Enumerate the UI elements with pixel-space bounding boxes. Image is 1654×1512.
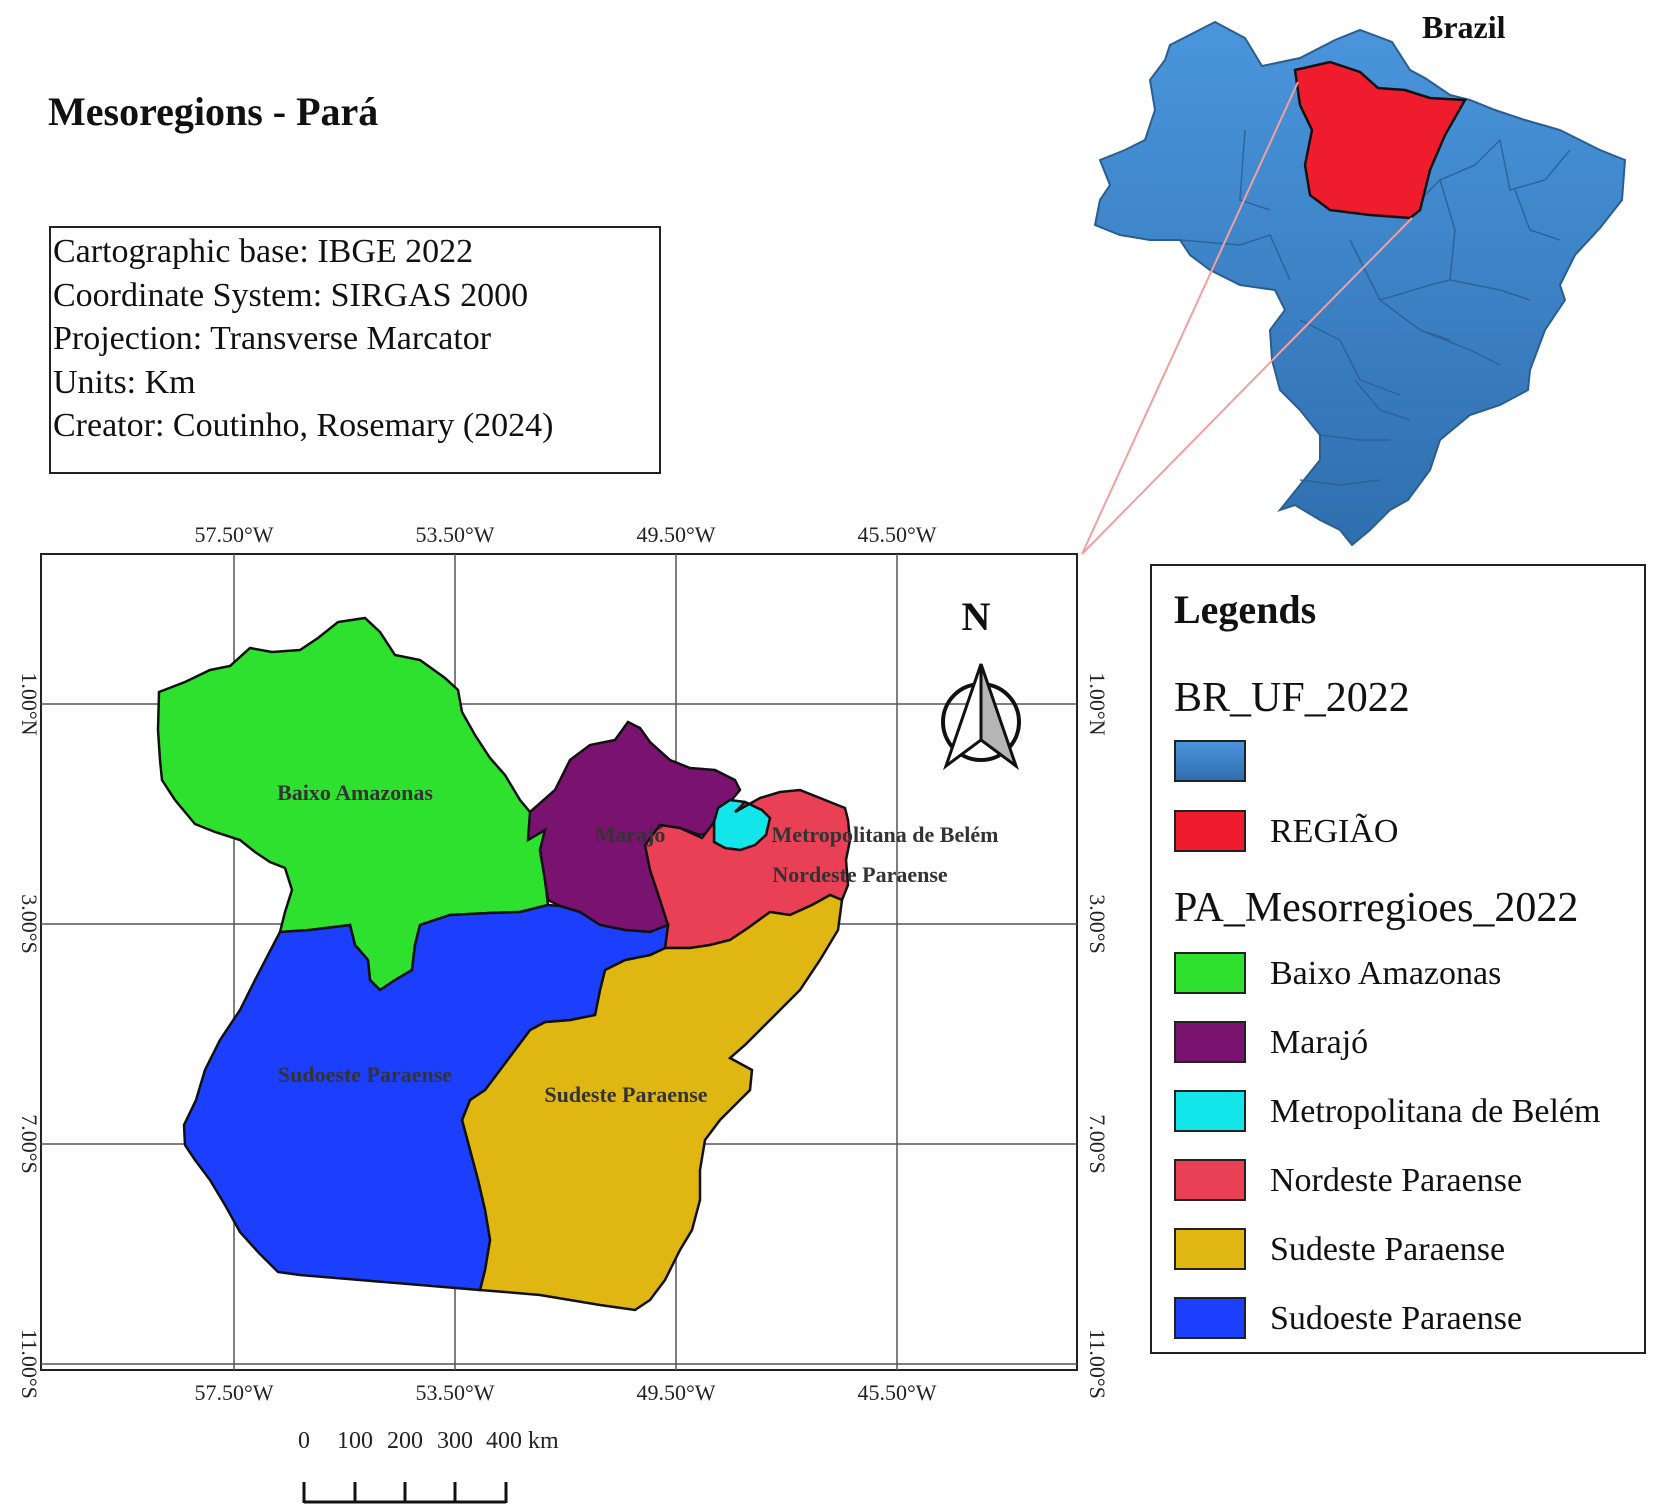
latitude-tick-left: 1.00°N (17, 672, 42, 735)
metadata-line: Projection: Transverse Marcator (53, 320, 492, 357)
longitude-tick-bottom: 49.50°W (636, 1380, 715, 1405)
inset-label-brazil: Brazil (1422, 9, 1506, 45)
region-label: Sudoeste Paraense (278, 1062, 452, 1087)
legend-label: REGIÃO (1270, 813, 1399, 850)
legend-swatch (1174, 1090, 1246, 1132)
legend-swatch (1174, 1021, 1246, 1063)
legend-swatch (1174, 810, 1246, 852)
scale-label: 400 km (486, 1428, 559, 1454)
region-label: Baixo Amazonas (277, 780, 433, 805)
longitude-tick-top: 57.50°W (194, 522, 273, 547)
brazil-outline (1093, 20, 1627, 547)
map-title: Mesoregions - Pará (48, 89, 379, 134)
legend-label: Sudeste Paraense (1270, 1231, 1506, 1268)
latitude-tick-left: 11.00°S (17, 1329, 42, 1399)
latitude-tick-right: 7.00°S (1085, 1114, 1110, 1174)
legend-label: Sudoeste Paraense (1270, 1300, 1523, 1337)
region-sudoeste-paraense (182, 903, 670, 1292)
inset-connector-line (1081, 217, 1413, 555)
latitude-tick-right: 3.00°S (1085, 894, 1110, 954)
scale-bar: 0 100 200 300 400 km (298, 1428, 559, 1504)
region-label: Metropolitana de Belém (772, 822, 999, 847)
region-labels: Baixo Amazonas Marajó Metropolitana de B… (277, 780, 998, 1107)
legend-swatch (1174, 740, 1246, 782)
north-label: N (962, 594, 991, 639)
longitude-tick-top: 49.50°W (636, 522, 715, 547)
scale-label: 0 (298, 1428, 310, 1454)
mesoregions-layer (156, 616, 852, 1312)
metadata-line: Units: Km (53, 363, 196, 401)
brazil-inset-map: Brazil (1081, 9, 1627, 555)
legend-label: Baixo Amazonas (1270, 955, 1502, 992)
legend-swatch (1174, 952, 1246, 994)
longitude-labels: 57.50°W 53.50°W 49.50°W 45.50°W 57.50°W … (194, 522, 936, 1405)
para-region-highlight (1293, 60, 1468, 220)
latitude-tick-right: 1.00°N (1085, 672, 1110, 735)
latitude-labels: 1.00°N 3.00°S 7.00°S 11.00°S 1.00°N 3.00… (17, 672, 1110, 1398)
legend-layer-name: PA_Mesorregioes_2022 (1174, 885, 1579, 931)
longitude-tick-bottom: 53.50°W (415, 1380, 494, 1405)
latitude-tick-right: 11.00°S (1085, 1329, 1110, 1399)
legend-swatch (1174, 1228, 1246, 1270)
legend-swatch (1174, 1159, 1246, 1201)
legend-label: Nordeste Paraense (1270, 1162, 1523, 1199)
scale-label: 200 (387, 1428, 423, 1454)
scale-label: 100 (337, 1428, 373, 1454)
legend-swatch (1174, 1297, 1246, 1339)
metadata-line: Cartographic base: IBGE 2022 (53, 233, 474, 270)
metadata-line: Creator: Coutinho, Rosemary (2024) (53, 407, 554, 444)
north-arrow-icon: N (941, 594, 1021, 771)
region-label: Nordeste Paraense (772, 862, 948, 887)
legend-label: Marajó (1270, 1024, 1369, 1061)
legend-panel: Legends BR_UF_2022 REGIÃO PA_Mesorregioe… (1150, 564, 1646, 1354)
inset-connector-line (1081, 81, 1299, 555)
metadata-box: Cartographic base: IBGE 2022 Coordinate … (49, 226, 661, 474)
scale-label: 300 (437, 1428, 473, 1454)
longitude-tick-top: 45.50°W (857, 522, 936, 547)
longitude-tick-bottom: 45.50°W (857, 1380, 936, 1405)
latitude-tick-left: 3.00°S (17, 894, 42, 954)
region-label: Sudeste Paraense (544, 1082, 707, 1107)
legend-title: Legends (1174, 587, 1317, 632)
legend-label: Metropolitana de Belém (1270, 1093, 1601, 1130)
metadata-line: Coordinate System: SIRGAS 2000 (53, 276, 529, 314)
longitude-tick-top: 53.50°W (415, 522, 494, 547)
legend-layer-name: BR_UF_2022 (1174, 675, 1410, 721)
region-label: Marajó (595, 822, 666, 847)
longitude-tick-bottom: 57.50°W (194, 1380, 273, 1405)
latitude-tick-left: 7.00°S (17, 1114, 42, 1174)
